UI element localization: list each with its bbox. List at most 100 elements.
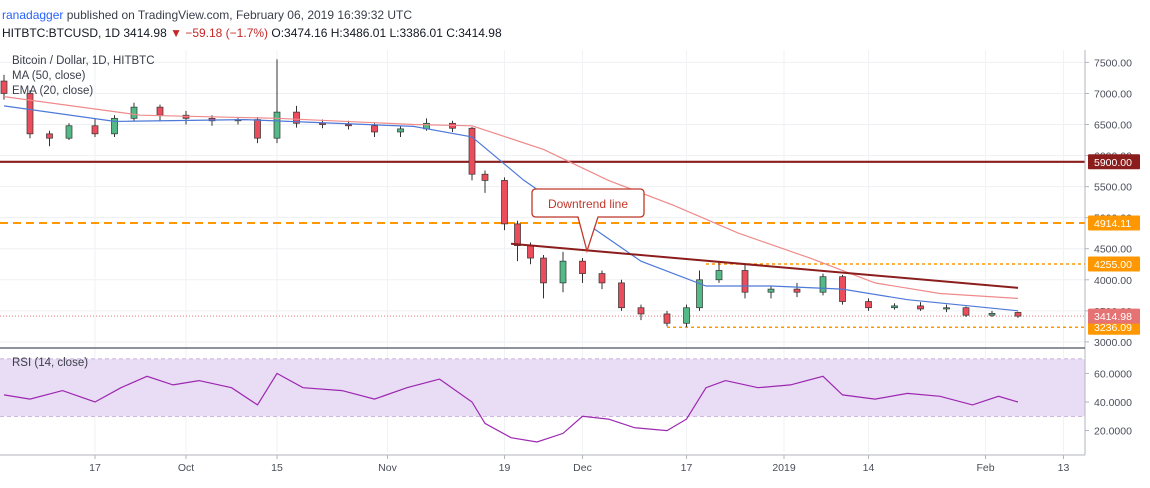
candle-body xyxy=(371,125,378,133)
candle[interactable] xyxy=(468,127,476,181)
candle[interactable] xyxy=(273,59,281,144)
candle[interactable] xyxy=(345,120,352,130)
candle-body xyxy=(637,307,645,315)
candle[interactable] xyxy=(91,118,99,137)
level-tag-dashed: 4255.00 xyxy=(1088,256,1140,272)
level-tag-solid-text: 5900.00 xyxy=(1094,157,1132,169)
ema-legend: EMA (20, close) xyxy=(12,85,94,97)
candle-body xyxy=(741,270,749,293)
candle[interactable] xyxy=(579,258,586,283)
candle[interactable] xyxy=(371,123,378,137)
candle[interactable] xyxy=(254,117,261,144)
candle-body xyxy=(819,276,827,293)
candle[interactable] xyxy=(962,306,970,318)
candle-body xyxy=(579,260,586,274)
candle[interactable] xyxy=(0,74,8,100)
y-tick-label: 4000.00 xyxy=(1094,275,1132,287)
candle[interactable] xyxy=(741,264,749,299)
candle[interactable] xyxy=(917,302,924,311)
candle[interactable] xyxy=(130,102,138,122)
author-link[interactable]: ranadagger xyxy=(2,8,64,22)
candle-body xyxy=(156,106,164,116)
candle[interactable] xyxy=(891,303,898,310)
rsi-tick-label: 60.0000 xyxy=(1094,368,1132,380)
candle-body xyxy=(715,270,723,281)
rsi-tick-label: 40.0000 xyxy=(1094,397,1132,409)
candle-body xyxy=(891,305,898,309)
close-value: C:3414.98 xyxy=(446,26,502,40)
candle[interactable] xyxy=(26,90,34,139)
candle-body xyxy=(111,117,118,135)
candle[interactable] xyxy=(1014,311,1022,318)
y-tick-label: 7000.00 xyxy=(1094,88,1132,100)
y-tick-label: 4500.00 xyxy=(1094,244,1132,256)
candle[interactable] xyxy=(481,170,489,193)
candle-body xyxy=(273,111,281,139)
candle[interactable] xyxy=(46,130,53,147)
callout-text: Downtrend line xyxy=(548,197,628,211)
x-tick-label: 14 xyxy=(863,462,875,474)
downtrend-line xyxy=(510,242,1019,289)
x-tick-label: Oct xyxy=(178,462,194,474)
candle[interactable] xyxy=(663,310,671,327)
candle[interactable] xyxy=(943,304,950,313)
candle[interactable] xyxy=(111,115,118,137)
candle[interactable] xyxy=(683,304,690,327)
candle[interactable] xyxy=(819,273,827,296)
x-tick-label: 13 xyxy=(1058,462,1070,474)
candle[interactable] xyxy=(767,286,775,299)
candle[interactable] xyxy=(156,104,164,122)
candle[interactable] xyxy=(988,310,996,318)
current-price-tag: 3414.98 xyxy=(1088,308,1140,324)
y-tick-label: 6500.00 xyxy=(1094,120,1132,132)
candle-body xyxy=(26,93,34,135)
high-value: H:3486.01 xyxy=(330,26,387,40)
candle-body xyxy=(345,124,352,127)
x-tick-label: 15 xyxy=(271,462,283,474)
candle[interactable] xyxy=(696,270,703,311)
current-price-tag-text: 3414.98 xyxy=(1094,311,1132,323)
candle[interactable] xyxy=(397,125,404,137)
candle-body xyxy=(917,305,924,310)
candle[interactable] xyxy=(865,298,872,311)
rsi-line xyxy=(3,372,1019,443)
level-tag-dashed-bg xyxy=(1088,215,1140,231)
candle[interactable] xyxy=(637,304,645,321)
candle-body xyxy=(130,106,138,119)
level-tag-dashed: 4914.11 xyxy=(1088,215,1140,231)
ma-legend: MA (50, close) xyxy=(12,70,86,82)
y-tick-label: 5500.00 xyxy=(1094,182,1132,194)
candle[interactable] xyxy=(293,105,300,128)
rsi-tick-label: 20.0000 xyxy=(1094,426,1132,438)
candle-body xyxy=(943,307,950,310)
candle[interactable] xyxy=(65,123,73,141)
y-tick-label: 3000.00 xyxy=(1094,337,1132,349)
candle-body xyxy=(0,80,8,94)
y-tick-label: 7500.00 xyxy=(1094,57,1132,69)
candle-body xyxy=(696,279,703,309)
candle-body xyxy=(527,245,534,259)
candle-body xyxy=(65,125,73,139)
candle-body xyxy=(598,273,606,284)
candle[interactable] xyxy=(514,220,521,262)
candle-body xyxy=(468,127,476,175)
candle[interactable] xyxy=(234,117,242,125)
candle[interactable] xyxy=(598,270,606,290)
candle[interactable] xyxy=(540,254,547,299)
chart-title: Bitcoin / Dollar, 1D, HITBTC xyxy=(12,55,155,67)
candle[interactable] xyxy=(449,120,456,132)
last-price: 3414.98 xyxy=(123,26,167,40)
candle-body xyxy=(767,288,775,293)
candle[interactable] xyxy=(793,282,801,298)
candle[interactable] xyxy=(501,177,508,231)
candle-body xyxy=(254,119,261,139)
candle-body xyxy=(865,301,872,309)
publish-info: ranadagger published on TradingView.com,… xyxy=(2,8,412,22)
candle[interactable] xyxy=(715,261,723,283)
candle-body xyxy=(91,125,99,135)
candle-body xyxy=(1014,312,1022,317)
candle[interactable] xyxy=(618,279,625,311)
candle[interactable] xyxy=(559,251,567,293)
candle[interactable] xyxy=(182,110,190,125)
